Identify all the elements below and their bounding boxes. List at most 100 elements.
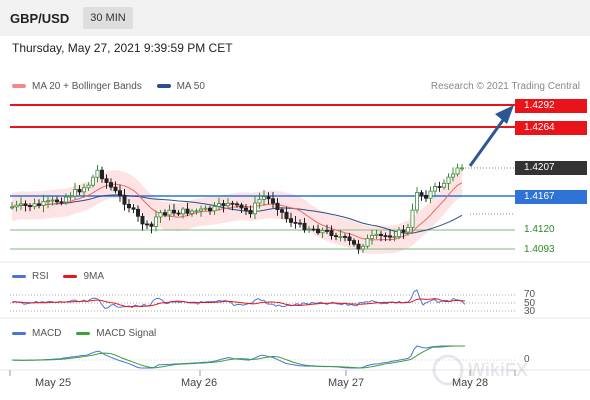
candle-body [122,195,127,205]
candle-body [288,218,293,223]
legend-rsi-ma9: 9MA [63,271,104,282]
candle-body [41,201,46,206]
candle-body [315,228,320,234]
candle-body [261,196,266,200]
candle-body [414,192,419,211]
price-tag-s1: 1.4120 [524,224,555,235]
candle-body [306,228,311,231]
candlesticks [9,163,464,254]
signal-swatch [76,331,91,335]
candle-body [450,173,455,178]
price-tag-last: 1.4207 [515,161,587,175]
candle-body [14,204,19,208]
candle-body [135,208,140,217]
candle-body [113,186,118,192]
timeframe-button[interactable]: 30 MIN [83,7,133,29]
candle-body [37,203,42,206]
macd-swatch [12,331,26,335]
legend-macd: MACD [12,328,61,339]
candle-body [225,202,230,207]
candle-body [144,223,149,226]
candle-body [369,235,374,239]
candle-body [329,230,334,237]
candle-body [365,238,370,247]
symbol-label: GBP/USD [10,11,70,26]
candle-body [297,222,302,225]
x-label-may27: May 27 [328,377,365,389]
forecast-arrow [468,115,508,167]
candle-body [239,204,244,209]
candle-body [320,229,325,234]
rsi-label-30: 30 [524,306,536,317]
price-tag-s2: 1.4093 [524,244,555,255]
candle-body [270,198,275,204]
candle-body [383,235,388,238]
candle-body [419,192,424,196]
candle-body [46,200,51,203]
forecast-arrowhead [495,105,514,124]
candle-body [275,202,280,211]
candle-body [149,223,154,227]
candle-body [55,199,60,203]
candle-body [360,245,365,250]
candle-body [311,228,316,231]
candle-body [392,236,397,238]
candle-body [50,199,55,202]
candle-body [95,169,100,178]
candle-body [198,208,203,212]
candle-body [18,203,23,206]
legend-ma50: MA 50 [156,81,205,92]
macd-line [11,345,465,369]
candle-body [153,216,158,227]
candle-body [189,210,194,214]
candle-body [82,187,87,193]
x-label-may26: May 26 [181,377,218,389]
candle-body [140,215,145,225]
candle-body [64,196,69,203]
candle-body [104,178,109,183]
price-tag-r2: 1.4292 [515,99,587,113]
candle-body [23,203,28,206]
x-label-may28: May 28 [452,377,489,389]
candle-body [405,227,410,233]
candle-body [293,221,298,224]
ma20-swatch [12,84,26,89]
candle-body [324,229,329,232]
candle-body [86,184,91,189]
candle-body [109,182,114,188]
candle-body [32,203,37,208]
candle-body [91,176,96,186]
rsi-label-70: 70 [524,289,536,300]
ma9-swatch [63,274,78,278]
candle-body [118,190,123,197]
candle-body [194,210,199,213]
candle-body [212,206,217,212]
candle-body [216,203,221,207]
candle-body [441,182,446,188]
candle-body [333,235,338,238]
candle-body [432,186,437,192]
legend-rsi: RSI [12,271,49,282]
rsi-line [11,289,466,309]
candle-body [428,190,433,199]
price-tag-r1: 1.4264 [515,121,587,135]
main-legend: MA 20 + Bollinger Bands MA 50 [12,81,217,92]
candle-body [230,202,235,205]
candle-body [234,203,239,206]
candle-body [396,229,401,237]
candle-body [27,205,32,208]
candle-body [221,203,226,207]
candle-body [459,167,464,170]
candle-body [185,208,190,214]
candle-body [131,207,136,210]
candle-body [437,186,442,188]
candle-body [338,236,343,238]
svg-text:WikiFX: WikiFX [468,360,528,380]
candle-body [374,233,379,236]
candle-body [127,203,132,209]
candle-body [252,202,257,215]
candle-body [302,222,307,231]
rsi-label-50: 50 [524,298,536,309]
ma50-swatch [156,84,171,89]
